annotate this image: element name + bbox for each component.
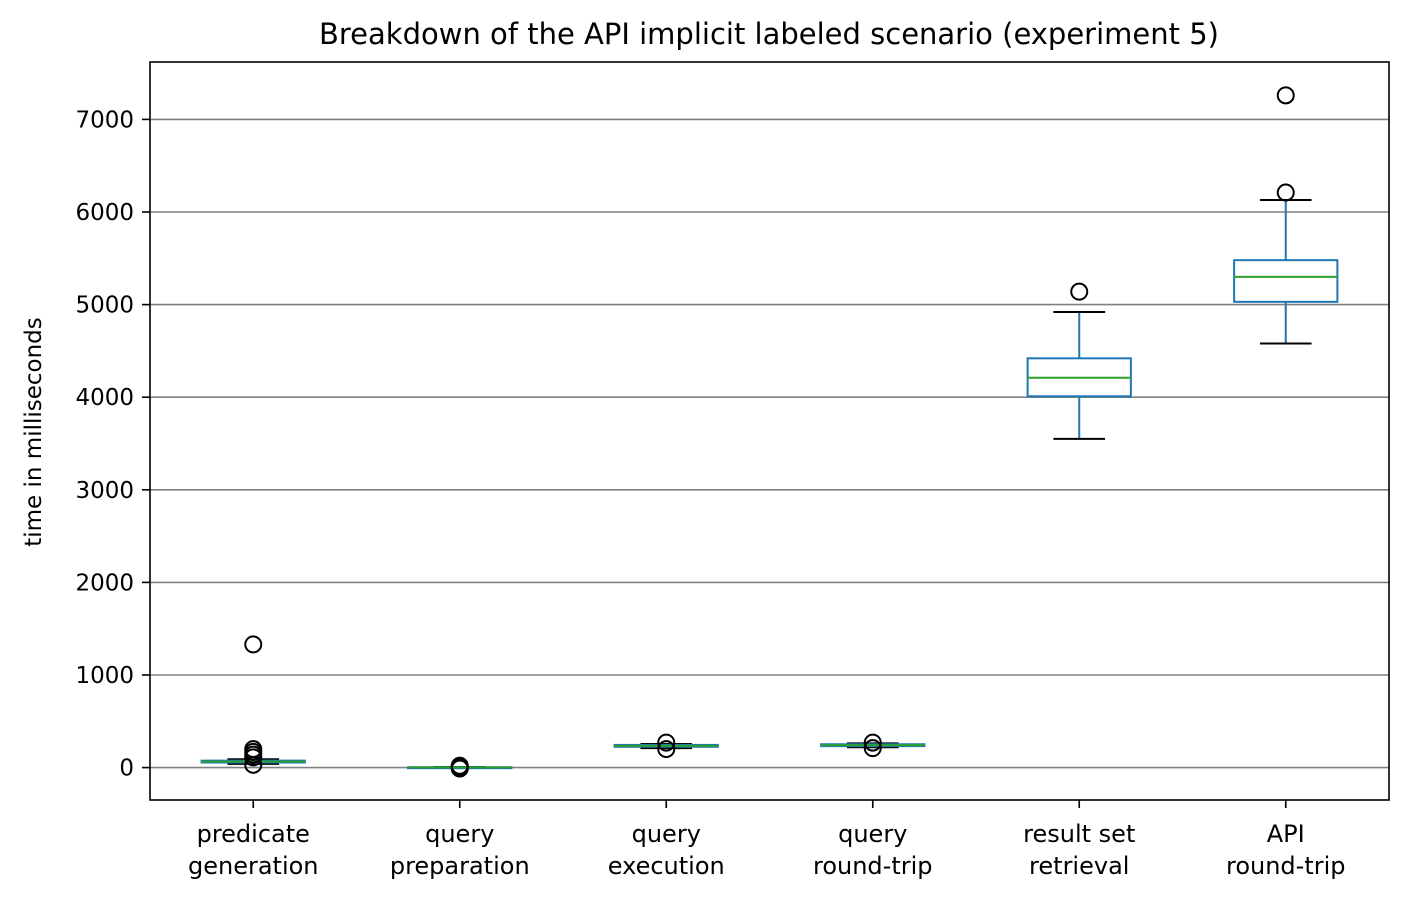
x-tick-label: generation [188, 852, 319, 880]
box-plot-6 [1233, 86, 1339, 345]
outlier-point [863, 733, 882, 752]
y-axis-label: time in milliseconds [21, 317, 47, 547]
x-tick-label: round-trip [813, 852, 933, 880]
box-iqr [1233, 259, 1339, 303]
box-plot-4 [820, 733, 926, 758]
x-tick-label: round-trip [1226, 852, 1346, 880]
y-axis-ticks: 0 1000 2000 3000 4000 5000 6000 7000 [75, 107, 150, 782]
y-tick-label: 6000 [75, 200, 134, 226]
x-tick-label: query [838, 820, 907, 848]
outlier-point [657, 740, 676, 759]
x-tick-label: preparation [390, 852, 530, 880]
outlier-point [657, 733, 676, 752]
x-tick-label: query [632, 820, 701, 848]
y-tick-label: 0 [119, 756, 134, 782]
y-tick-label: 4000 [75, 385, 134, 411]
box-plots [200, 86, 1339, 778]
grid-lines [150, 118, 1389, 769]
y-tick-label: 1000 [75, 663, 134, 689]
y-tick-label: 2000 [75, 570, 134, 596]
chart-title: Breakdown of the API implicit labeled sc… [319, 17, 1219, 51]
y-tick-label: 3000 [75, 478, 134, 504]
y-tick-label: 7000 [75, 107, 134, 133]
x-tick-label: API [1267, 820, 1305, 848]
box-plot-1 [200, 635, 306, 774]
outlier-point [863, 739, 882, 758]
x-tick-label: predicate [197, 820, 310, 848]
x-tick-label: result set [1023, 820, 1135, 848]
outlier-point [1070, 282, 1089, 301]
x-tick-label: execution [608, 852, 725, 880]
plot-area-frame [149, 61, 1390, 801]
outlier-point [244, 635, 263, 654]
box-plot-2 [407, 756, 513, 778]
outlier-point [450, 756, 469, 775]
x-axis-ticks: predicate generation query preparation query… [188, 800, 1346, 880]
box-plot-3 [613, 733, 719, 759]
outlier-point [1276, 183, 1295, 202]
box-plot-5 [1026, 282, 1132, 440]
outlier-point [244, 740, 263, 759]
x-tick-label: retrieval [1029, 852, 1129, 880]
y-tick-label: 5000 [75, 293, 134, 319]
x-tick-label: query [425, 820, 494, 848]
outlier-point [1276, 86, 1295, 105]
